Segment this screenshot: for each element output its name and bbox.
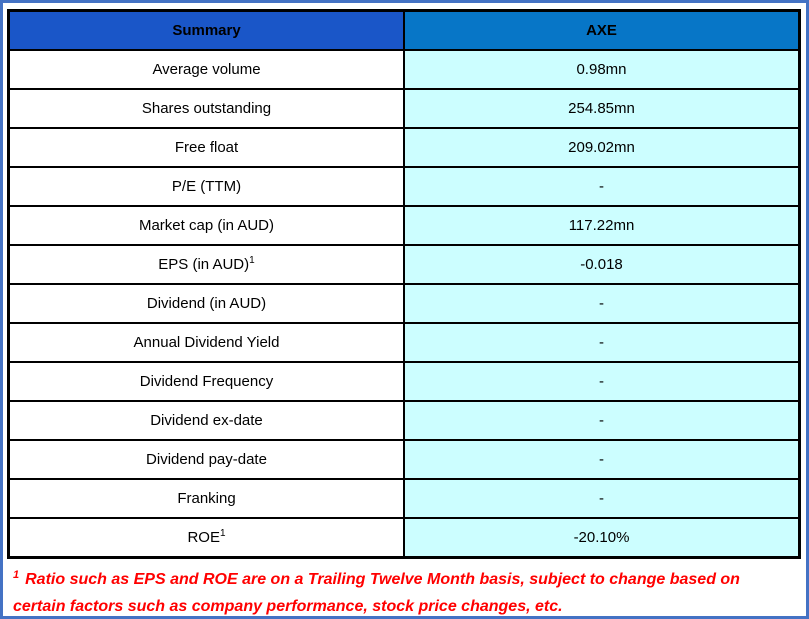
row-label: Dividend pay-date: [7, 439, 405, 480]
row-label: Franking: [7, 478, 405, 519]
footnote: 1 Ratio such as EPS and ROE are on a Trai…: [13, 566, 796, 616]
table-row: EPS (in AUD)1 -0.018: [7, 244, 801, 285]
table-row: Dividend Frequency -: [7, 361, 801, 402]
row-label: ROE1: [7, 517, 405, 559]
row-value: -: [403, 283, 801, 324]
table-row: Free float 209.02mn: [7, 127, 801, 168]
row-label: EPS (in AUD)1: [7, 244, 405, 285]
row-label: Free float: [7, 127, 405, 168]
row-label: P/E (TTM): [7, 166, 405, 207]
row-label: Market cap (in AUD): [7, 205, 405, 246]
summary-table-head: Summary AXE: [7, 9, 801, 51]
row-value: 254.85mn: [403, 88, 801, 129]
table-row: Franking -: [7, 478, 801, 519]
footnote-text: Ratio such as EPS and ROE are on a Trail…: [13, 571, 740, 615]
row-value: -: [403, 361, 801, 402]
row-label: Dividend (in AUD): [7, 283, 405, 324]
table-row: Dividend ex-date -: [7, 400, 801, 441]
row-value: -: [403, 322, 801, 363]
header-ticker-cell: AXE: [403, 9, 801, 51]
table-row: Market cap (in AUD) 117.22mn: [7, 205, 801, 246]
table-row: Shares outstanding 254.85mn: [7, 88, 801, 129]
row-value: 0.98mn: [403, 49, 801, 90]
row-value: 117.22mn: [403, 205, 801, 246]
summary-table: Summary AXE Average volume 0.98mn Shares o…: [7, 9, 801, 559]
row-value: 209.02mn: [403, 127, 801, 168]
row-value: -: [403, 166, 801, 207]
row-label: Shares outstanding: [7, 88, 405, 129]
table-row: P/E (TTM) -: [7, 166, 801, 207]
footnote-marker: 1: [13, 568, 20, 581]
footnote-marker: 1: [219, 528, 226, 539]
header-row: Summary AXE: [7, 9, 801, 51]
table-row: Annual Dividend Yield -: [7, 322, 801, 363]
row-label: Annual Dividend Yield: [7, 322, 405, 363]
row-value: -0.018: [403, 244, 801, 285]
header-summary-cell: Summary: [7, 9, 405, 51]
table-row: Average volume 0.98mn: [7, 49, 801, 90]
row-value: -20.10%: [403, 517, 801, 559]
row-value: -: [403, 439, 801, 480]
row-value: -: [403, 478, 801, 519]
footnote-marker: 1: [249, 255, 255, 266]
row-label: Dividend Frequency: [7, 361, 405, 402]
table-row: Dividend (in AUD) -: [7, 283, 801, 324]
table-row: ROE1 -20.10%: [7, 517, 801, 559]
row-label: Average volume: [7, 49, 405, 90]
summary-table-body: Average volume 0.98mn Shares outstanding 25…: [7, 49, 801, 559]
row-value: -: [403, 400, 801, 441]
row-label: Dividend ex-date: [7, 400, 405, 441]
table-row: Dividend pay-date -: [7, 439, 801, 480]
